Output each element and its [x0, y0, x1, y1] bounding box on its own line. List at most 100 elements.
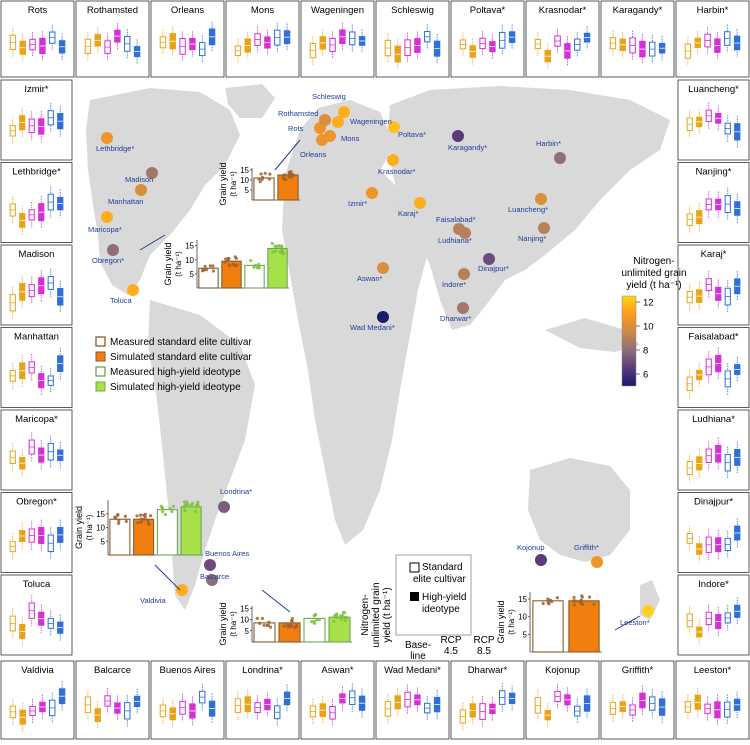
site-panel-title: Balcarce: [94, 665, 131, 676]
inset-point: [208, 264, 213, 268]
colorbar-title-3: yield (t ha⁻¹): [626, 280, 681, 291]
inset-yunit: (t ha⁻¹): [174, 251, 183, 277]
inset-point: [258, 621, 262, 625]
site-panel-title: Griffith*: [622, 665, 654, 676]
site-panel-aswan: Aswan*: [300, 660, 375, 740]
map-label-indore: Indore*: [442, 280, 466, 289]
map-label-valdivia: Valdivia: [140, 596, 167, 605]
inset-point: [288, 173, 293, 177]
inset-ytick-label: 15: [96, 510, 105, 519]
inset-bar: [221, 260, 242, 289]
leader-line-europe: [274, 139, 301, 171]
inset-bar: [253, 177, 275, 201]
site-panel-title: Rots: [28, 5, 48, 16]
inset-point: [234, 256, 238, 261]
inset-point: [555, 596, 559, 600]
site-panel-title: Ludhiana*: [692, 414, 735, 425]
map-site-izmir: [366, 187, 378, 199]
asia-landmass: [388, 86, 670, 330]
inset-point: [138, 513, 143, 517]
inset-point: [135, 514, 139, 518]
inset-point: [170, 509, 174, 514]
map-site-indore: [458, 268, 470, 280]
map-site-obregon: [107, 244, 119, 256]
leader-line-chile: [154, 564, 181, 591]
map-site-rothamsted: [319, 114, 331, 126]
legend-label-simulated-standard: Simulated standard elite cultivar: [110, 352, 252, 363]
scenario-frame: [395, 554, 472, 636]
site-panel-title: Obregon*: [16, 497, 57, 508]
inset-yunit: (t ha⁻¹): [85, 514, 94, 540]
map-site-wad-medani: [377, 311, 389, 323]
inset-ytick-label: 10: [240, 616, 249, 625]
map-site-manhattan: [135, 184, 147, 196]
site-panel-rothamsted: Rothamsted: [75, 0, 150, 78]
site-panel-maricopa: Maricopa*: [0, 409, 73, 491]
site-panel-schleswig: Schleswig: [375, 0, 450, 78]
legend-label-measured-ideotype: Measured high-yield ideotype: [110, 367, 241, 378]
inset-point: [288, 625, 293, 629]
scenario-label-standard-2: elite cultivar: [413, 574, 466, 585]
inset-point: [196, 502, 200, 507]
site-panel-faisalabad: Faisalabad*: [677, 327, 750, 408]
inset-point: [123, 514, 127, 518]
inset-point: [343, 619, 347, 623]
inset-point: [139, 517, 143, 521]
inset-ytick-label: 10: [518, 613, 527, 622]
inset-point: [183, 509, 187, 513]
site-panel-title: Karagandy*: [613, 5, 663, 16]
inset-bar: [303, 617, 326, 643]
colorbar-tick-label-10: 10: [643, 322, 654, 333]
map-label-wageningen: Wageningen: [350, 117, 392, 126]
map-site-valdivia: [176, 584, 188, 596]
site-panel-title: Schleswig: [391, 5, 434, 16]
inset-point: [258, 180, 262, 184]
map-label-dinajpur: Dinajpur*: [478, 264, 509, 273]
inset-point: [572, 595, 576, 599]
inset-point: [277, 244, 281, 248]
inset-ytick-label: 5: [245, 186, 250, 195]
site-panel-indore: Indore*: [677, 574, 750, 656]
scenario-swatch-ideotype: [410, 592, 419, 601]
inset-point: [270, 241, 274, 246]
scenario-x-rcp45-1: RCP: [440, 635, 461, 646]
inset-ylabel: Grain yield: [74, 506, 84, 549]
inset-point: [341, 610, 345, 615]
site-panel-title: Faisalabad*: [688, 332, 738, 343]
map-label-rothamsted: Rothamsted: [278, 109, 318, 118]
legend-label-measured-standard: Measured standard elite cultivar: [110, 337, 252, 348]
map-site-kojonup: [535, 554, 547, 566]
map-label-manhattan: Manhattan: [108, 197, 143, 206]
inset-point: [168, 507, 172, 511]
inset-bar: [328, 616, 351, 643]
map-label-krasnodar: Krasnodar*: [378, 167, 416, 176]
site-panel-harbin: Harbin*: [675, 0, 750, 78]
map-site-aswan: [377, 262, 389, 274]
inset-point: [163, 513, 168, 517]
inset-ytick-label: 5: [523, 630, 528, 639]
site-panel-title: Izmir*: [24, 84, 49, 95]
map-sites-layer: Rots Rothamsted Orleans Mons Wageningen Schle…: [88, 92, 654, 627]
inset-point: [546, 601, 550, 605]
inset-bar: [180, 506, 202, 556]
map-label-obregon: Obregon*: [92, 256, 124, 265]
inset-point: [315, 618, 319, 622]
inset-point: [233, 264, 238, 268]
map-label-karagandy: Karagandy*: [448, 143, 487, 152]
map-site-poltava: [388, 121, 400, 133]
site-panel-buenos-aires: Buenos Aires: [150, 660, 225, 740]
scenario-legend: Nitrogen- unlimited grain yield (t ha⁻¹)…: [360, 554, 495, 662]
colorbar-title-2: unlimited grain: [621, 268, 686, 279]
site-panel-dharwar: Dharwar*: [450, 660, 525, 740]
site-panel-title: Buenos Aires: [160, 665, 216, 676]
inset-point: [313, 612, 318, 617]
scenario-label-ideotype-2: ideotype: [422, 604, 460, 615]
map-label-londrina: Londrina*: [220, 487, 252, 496]
map-label-karaj: Karaj*: [398, 209, 419, 218]
inset-bar: [109, 518, 131, 556]
site-panel-title: Valdivia: [21, 665, 54, 676]
inset-point: [268, 625, 273, 629]
inset-point: [578, 599, 582, 603]
inset-point: [283, 173, 287, 177]
